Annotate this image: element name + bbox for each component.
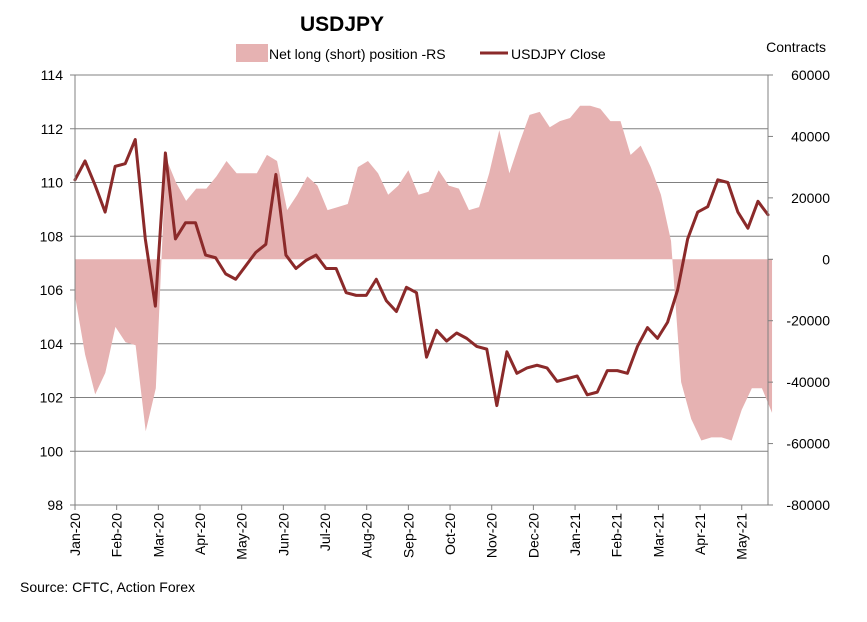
x-tick-label: Mar-21 <box>650 513 666 558</box>
left-tick-label: 106 <box>40 282 64 298</box>
left-tick-label: 114 <box>41 67 64 83</box>
legend-label-net-position: Net long (short) position -RS <box>269 46 446 62</box>
usdjpy-close-line <box>73 138 770 408</box>
legend-label-usdjpy-close: USDJPY Close <box>511 46 606 62</box>
chart-title: USDJPY <box>300 13 384 36</box>
right-tick-label: -80000 <box>786 497 830 513</box>
left-tick-label: 100 <box>40 443 64 459</box>
net-position-area <box>75 105 773 441</box>
x-tick-label: Dec-20 <box>525 513 541 558</box>
left-tick-label: 112 <box>41 121 64 137</box>
net-position-area-layer <box>75 105 773 441</box>
x-tick-label: Apr-20 <box>192 513 208 555</box>
right-tick-label: -20000 <box>786 313 830 329</box>
x-tick-label: May-21 <box>734 513 750 560</box>
right-axis-label: Contracts <box>766 39 826 55</box>
right-tick-label: 0 <box>822 251 830 267</box>
right-tick-label: 20000 <box>791 190 830 206</box>
left-axis-ticks: 114 112 110 108 106 104 102 100 98 <box>40 67 75 513</box>
x-tick-label: Aug-20 <box>359 513 375 558</box>
x-tick-label: Feb-21 <box>609 513 625 558</box>
x-tick-label: Sep-20 <box>400 513 416 558</box>
left-tick-label: 108 <box>40 228 64 244</box>
left-tick-label: 102 <box>40 390 64 406</box>
left-tick-label: 104 <box>40 336 64 352</box>
right-tick-label: -60000 <box>786 436 830 452</box>
source-note: Source: CFTC, Action Forex <box>20 579 195 595</box>
left-tick-label: 110 <box>41 175 64 191</box>
x-tick-label: Jan-21 <box>567 513 583 556</box>
x-tick-label: Jun-20 <box>275 513 291 556</box>
legend-swatch-net-position <box>236 44 268 62</box>
usdjpy-line-layer <box>73 138 770 408</box>
x-tick-label: Mar-20 <box>150 513 166 558</box>
x-tick-label: Nov-20 <box>484 513 500 558</box>
x-tick-label: Apr-21 <box>692 513 708 555</box>
right-tick-label: 60000 <box>791 67 830 83</box>
x-axis-ticks: Jan-20 Feb-20 Mar-20 Apr-20 May-20 Jun-20 Jul-… <box>67 505 750 560</box>
right-tick-label: -40000 <box>786 374 830 390</box>
x-tick-label: May-20 <box>234 513 250 560</box>
left-tick-label: 98 <box>47 497 63 513</box>
x-tick-label: Jan-20 <box>67 513 83 556</box>
x-tick-label: Feb-20 <box>109 513 125 558</box>
x-tick-label: Oct-20 <box>442 513 458 555</box>
x-tick-label: Jul-20 <box>317 513 333 551</box>
right-tick-label: 40000 <box>791 128 830 144</box>
right-axis-ticks: 60000 40000 20000 0 -20000 -40000 -60000 -80000 <box>768 67 830 513</box>
gridlines <box>75 74 768 506</box>
